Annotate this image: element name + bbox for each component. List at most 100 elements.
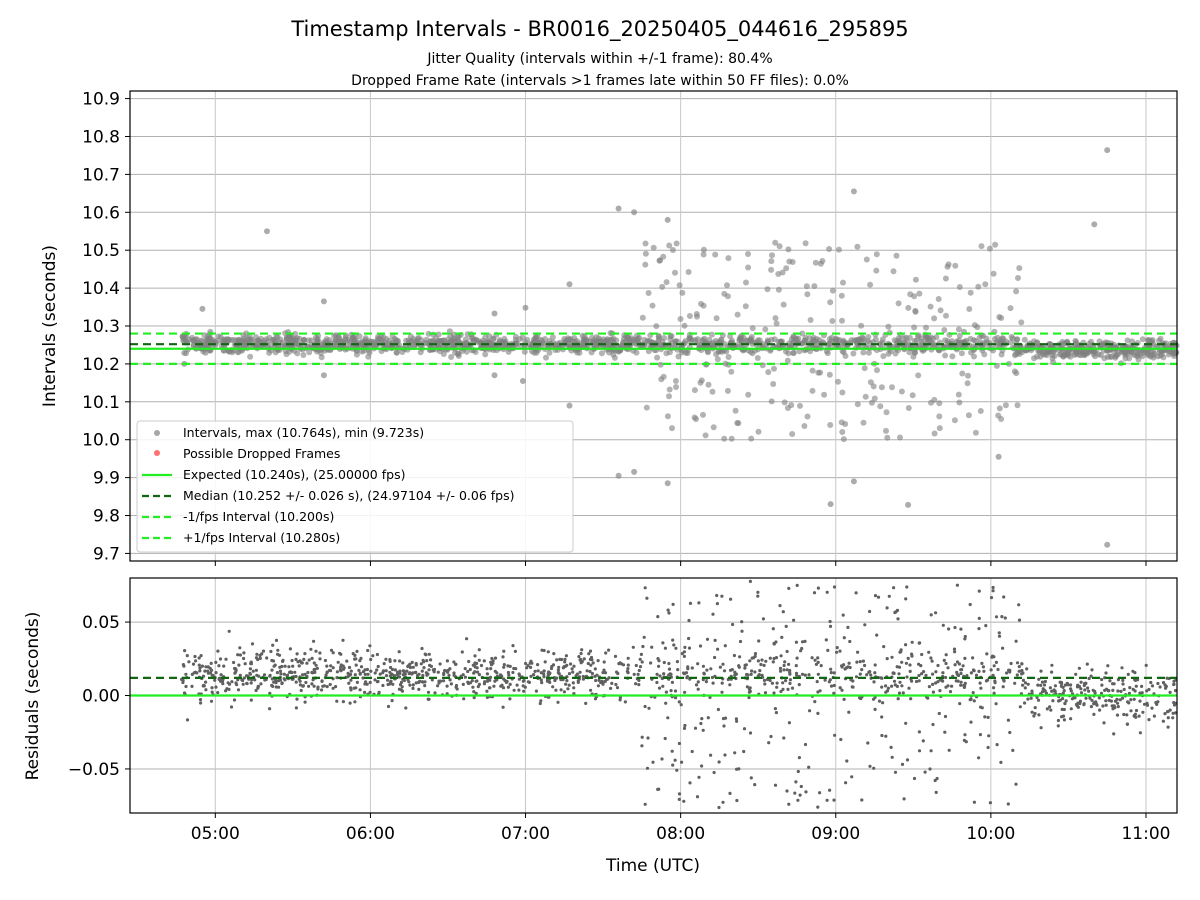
residual-point: [471, 685, 475, 689]
residual-point: [1035, 695, 1039, 700]
residual-point: [1104, 703, 1108, 707]
residual-point: [1102, 721, 1106, 725]
residual-point: [773, 783, 778, 787]
interval-point: [410, 336, 417, 342]
residual-point: [433, 691, 437, 695]
residual-point: [309, 647, 313, 651]
residual-point: [1150, 706, 1154, 710]
residual-point: [700, 717, 704, 721]
residual-point: [447, 673, 451, 677]
residual-point: [873, 663, 877, 667]
residual-point: [477, 658, 481, 662]
residual-point: [1166, 710, 1170, 714]
residual-point: [359, 665, 364, 669]
residual-point: [1017, 618, 1022, 622]
interval-point: [700, 411, 706, 418]
residual-point: [242, 676, 246, 680]
residual-point: [677, 741, 682, 746]
residual-point: [1079, 680, 1083, 684]
interval-point: [974, 324, 981, 331]
residual-point: [803, 639, 807, 644]
residual-point: [1111, 688, 1115, 693]
interval-point: [1016, 265, 1023, 272]
residual-point: [855, 660, 859, 664]
residual-point: [276, 648, 280, 652]
residual-point: [1083, 681, 1087, 686]
residual-point: [957, 662, 962, 666]
residual-point: [312, 661, 316, 665]
residual-point: [277, 653, 282, 657]
interval-point: [885, 323, 892, 330]
residual-point: [313, 667, 317, 671]
residual-point: [1063, 683, 1067, 687]
residual-point: [944, 661, 948, 666]
residual-point: [756, 594, 760, 598]
residual-point: [984, 624, 988, 628]
residual-point: [1158, 685, 1162, 689]
interval-point: [927, 303, 934, 310]
residual-point: [977, 756, 981, 760]
residual-point: [1020, 662, 1024, 666]
residual-point: [979, 705, 983, 709]
residual-point: [787, 721, 792, 725]
residual-point: [794, 780, 798, 784]
residual-point: [556, 668, 561, 672]
residual-point: [892, 586, 896, 590]
interval-point: [698, 300, 704, 307]
residual-point: [369, 657, 373, 662]
residual-point: [890, 684, 894, 688]
residual-point: [501, 705, 505, 709]
residual-point: [1002, 678, 1006, 683]
residual-point: [539, 678, 543, 682]
residual-point: [968, 602, 972, 607]
residual-point: [601, 671, 605, 675]
interval-point: [956, 284, 963, 290]
residual-point: [282, 672, 286, 676]
residual-point: [391, 682, 395, 686]
residual-point: [445, 684, 449, 688]
residual-point: [329, 669, 333, 673]
residual-point: [1144, 663, 1148, 668]
residual-point: [517, 672, 521, 676]
residual-point: [181, 680, 185, 685]
interval-point: [982, 281, 989, 288]
interval-point: [880, 353, 887, 360]
residual-point: [788, 672, 792, 676]
residual-point: [452, 671, 456, 675]
residual-point: [735, 719, 739, 723]
residual-point: [934, 790, 938, 795]
residual-point: [407, 671, 411, 676]
residual-point: [917, 730, 922, 734]
residual-point: [358, 688, 362, 692]
residual-point: [669, 672, 673, 677]
residual-point: [969, 671, 974, 675]
interval-point: [806, 335, 813, 341]
residual-point: [511, 670, 515, 675]
interval-point: [889, 384, 895, 391]
interval-point: [712, 337, 719, 344]
residual-point: [950, 684, 954, 688]
interval-point-notable: [566, 402, 573, 409]
interval-point-notable: [320, 372, 327, 379]
residual-point: [185, 654, 189, 658]
residual-point: [390, 699, 394, 703]
residual-point: [198, 669, 202, 673]
residual-point: [893, 770, 898, 774]
residual-point: [680, 652, 684, 656]
residual-point: [270, 658, 274, 663]
residual-point: [787, 802, 791, 806]
interval-point: [863, 256, 870, 263]
residual-point: [733, 751, 737, 755]
interval-point: [650, 244, 657, 251]
residual-point: [1086, 686, 1090, 690]
residual-point: [1161, 719, 1165, 723]
residual-point: [310, 682, 314, 686]
residual-point: [880, 676, 884, 680]
residual-point: [445, 659, 449, 663]
residual-point: [1000, 615, 1004, 619]
residual-point: [1066, 683, 1070, 687]
residual-point: [297, 664, 301, 668]
interval-point: [1112, 354, 1119, 361]
interval-point: [1013, 288, 1020, 295]
residual-point: [540, 681, 544, 685]
